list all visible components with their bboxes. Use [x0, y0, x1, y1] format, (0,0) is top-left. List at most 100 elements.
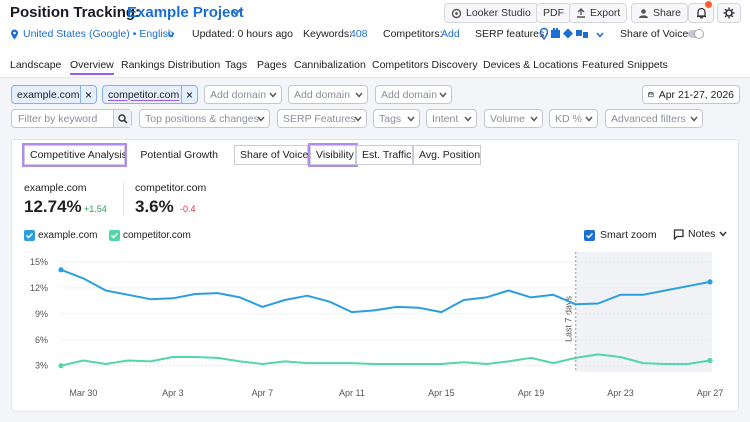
project-selector[interactable]: Example Project	[127, 4, 244, 21]
intent-filter[interactable]: Intent	[426, 109, 477, 128]
info-bar: United States (Google) • English Updated…	[0, 26, 750, 56]
visibility-chart[interactable]: Last 7 days 15% 12% 9% 6% 3% Mar 30 Apr 3 Apr 7 A…	[12, 252, 738, 412]
competitive-analysis-tab[interactable]: Competitive Analysis	[22, 143, 127, 167]
chevron-down-icon	[585, 116, 593, 122]
domain-chip-example[interactable]: example.com ×	[11, 85, 97, 104]
tags-filter[interactable]: Tags	[373, 109, 420, 128]
series-line-example	[60, 268, 711, 314]
tab-tags[interactable]: Tags	[225, 59, 248, 71]
intent-filter-label: Intent	[432, 112, 459, 125]
tab-featured-snippets[interactable]: Featured Snippets	[582, 59, 668, 71]
check-icon	[25, 232, 34, 239]
check-icon	[585, 232, 594, 239]
date-range-picker[interactable]: Apr 21-27, 2026	[642, 85, 740, 104]
gear-icon	[723, 7, 735, 19]
notes-label: Notes	[688, 228, 716, 240]
serp-features-label[interactable]: SERP features	[475, 28, 545, 40]
add-competitor-link[interactable]: Add	[441, 28, 460, 40]
note-icon	[673, 228, 684, 240]
chevron-down-icon	[464, 116, 472, 122]
settings-button[interactable]	[717, 3, 741, 23]
last-7-days-region	[575, 252, 712, 372]
pdf-label: PDF	[543, 7, 564, 19]
tab-devices-locations[interactable]: Devices & Locations	[483, 59, 579, 71]
chevron-down-icon	[257, 116, 265, 122]
serp-features-filter[interactable]: SERP Features	[277, 109, 367, 128]
location-selector[interactable]: United States (Google) • English	[23, 28, 174, 40]
positions-filter[interactable]: Top positions & changes	[139, 109, 270, 128]
metric-avg-position[interactable]: Avg. Position	[413, 145, 481, 165]
metric-label: Est. Traffic	[362, 149, 412, 161]
chevron-down-icon[interactable]	[167, 31, 175, 39]
advanced-filters[interactable]: Advanced filters	[605, 109, 703, 128]
top-bar: Position Tracking: Example Project Looke…	[0, 0, 750, 26]
summary-domain-example: example.com	[24, 182, 87, 194]
tab-overview[interactable]: Overview	[70, 59, 114, 75]
metric-label: Avg. Position	[419, 149, 481, 161]
notifications-button[interactable]	[688, 1, 714, 23]
chevron-down-icon	[407, 116, 415, 122]
smart-zoom-checkbox[interactable]	[584, 230, 595, 241]
metric-share-of-voice[interactable]: Share of Voice	[234, 145, 308, 165]
toggle-knob	[694, 29, 704, 39]
add-domain-input[interactable]: Add domain	[288, 85, 368, 104]
chevron-down-icon	[530, 116, 538, 122]
kd-filter[interactable]: KD %	[549, 109, 598, 128]
smart-zoom-label: Smart zoom	[600, 229, 657, 241]
last-7-days-label: Last 7 days	[564, 295, 574, 342]
y-tick-label: 15%	[30, 257, 48, 267]
add-domain-placeholder: Add domain	[381, 88, 438, 101]
legend-label-competitor: competitor.com	[123, 230, 191, 241]
chevron-down-icon	[354, 116, 362, 122]
export-button[interactable]: Export	[569, 3, 628, 23]
tab-rankings-distribution[interactable]: Rankings Distribution	[121, 59, 221, 71]
notification-dot	[705, 1, 712, 8]
chevron-down-icon[interactable]	[596, 31, 604, 39]
close-icon[interactable]: ×	[181, 86, 197, 103]
legend-checkbox-competitor[interactable]	[109, 230, 120, 241]
close-icon[interactable]: ×	[80, 86, 96, 103]
domain-chip-competitor[interactable]: competitor.com ×	[102, 85, 198, 104]
legend-checkbox-example[interactable]	[24, 230, 35, 241]
volume-filter[interactable]: Volume	[484, 109, 543, 128]
notes-button[interactable]: Notes	[673, 228, 727, 240]
chevron-down-icon[interactable]	[231, 7, 241, 17]
tab-pages[interactable]: Pages	[257, 59, 287, 71]
visibility-panel: Competitive Analysis Potential Growth Sh…	[11, 139, 739, 412]
potential-growth-tab[interactable]: Potential Growth	[130, 145, 224, 165]
search-button[interactable]	[113, 110, 131, 127]
summary-domain-competitor: competitor.com	[135, 182, 207, 194]
y-tick-label: 3%	[35, 361, 48, 371]
keywords-count[interactable]: 408	[350, 28, 368, 40]
share-label: Share	[653, 7, 682, 19]
add-domain-input[interactable]: Add domain	[375, 85, 452, 104]
chevron-down-icon	[690, 116, 698, 122]
looker-studio-button[interactable]: Looker Studio	[444, 3, 538, 23]
series-line-competitor	[60, 353, 711, 367]
share-of-voice-toggle[interactable]	[688, 29, 704, 39]
add-domain-input[interactable]: Add domain	[204, 85, 282, 104]
pdf-button[interactable]: PDF	[536, 3, 571, 23]
share-button[interactable]: Share	[631, 3, 689, 23]
x-tick-label: Apr 23	[607, 388, 634, 398]
summary-value-example: 12.74%	[24, 197, 82, 216]
upload-icon	[577, 8, 585, 18]
tab-landscape[interactable]: Landscape	[10, 59, 62, 71]
metric-label: Share of Voice	[240, 149, 309, 161]
metric-visibility[interactable]: Visibility	[308, 143, 358, 167]
y-tick-label: 12%	[30, 283, 48, 293]
tab-competitors-discovery[interactable]: Competitors Discovery	[372, 59, 478, 71]
looker-icon	[451, 8, 462, 18]
positions-filter-label: Top positions & changes	[145, 112, 259, 125]
metric-est-traffic[interactable]: Est. Traffic	[356, 145, 413, 165]
summary-value-competitor: 3.6%	[135, 197, 174, 216]
data-point	[707, 279, 713, 285]
x-tick-label: Apr 11	[339, 388, 365, 398]
volume-filter-label: Volume	[490, 112, 526, 125]
y-tick-label: 9%	[35, 309, 48, 319]
location-pin-icon	[11, 29, 18, 40]
tab-cannibalization[interactable]: Cannibalization	[294, 59, 366, 71]
keyword-filter-input[interactable]: Filter by keyword	[11, 109, 132, 128]
chevron-down-icon	[355, 92, 363, 98]
export-label: Export	[590, 7, 621, 19]
